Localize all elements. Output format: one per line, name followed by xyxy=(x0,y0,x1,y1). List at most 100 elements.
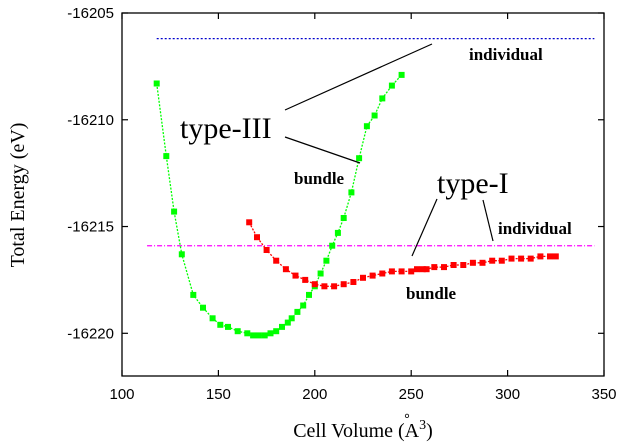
y-axis-ticks: -16205 -16210 -16215 -16220 xyxy=(67,5,604,342)
x-tick-label: 100 xyxy=(109,386,134,403)
series-1-point xyxy=(398,71,405,78)
series-2-point xyxy=(552,253,559,260)
label-type3-bundle: bundle xyxy=(294,169,345,188)
series-2-point xyxy=(441,264,447,271)
series-1-point xyxy=(244,330,251,337)
x-axis-title: Cell Volume (A3) xyxy=(293,418,433,442)
x-tick-label: 250 xyxy=(399,386,424,403)
series-2-point xyxy=(518,255,525,262)
series-1-point xyxy=(267,330,274,337)
reference-lines xyxy=(147,38,595,247)
series-2-point xyxy=(450,262,457,268)
series-2-point xyxy=(479,259,486,266)
x-tick-label: 300 xyxy=(495,386,520,403)
series-1-point xyxy=(334,229,341,236)
series-2-point xyxy=(547,253,553,260)
series-1-point xyxy=(379,95,386,102)
label-type1: type-I xyxy=(437,167,509,200)
y-tick-label: -16205 xyxy=(67,5,114,22)
series-2-point xyxy=(360,274,366,281)
series-2-point xyxy=(263,247,270,253)
series-2-point xyxy=(282,266,289,273)
series-2-point xyxy=(369,272,376,279)
series-2-point xyxy=(340,281,347,288)
series-1-point xyxy=(284,319,291,326)
series-2-point xyxy=(431,264,438,271)
x-axis-title-unit: A xyxy=(405,420,420,442)
series-2-point xyxy=(508,255,515,262)
series-2-point xyxy=(537,253,544,260)
x-axis-ticks: 100 150 200 250 300 350 xyxy=(109,13,617,403)
x-axis-title-ring: ° xyxy=(404,411,410,428)
x-tick-label: 350 xyxy=(591,386,616,403)
x-tick-label: 150 xyxy=(206,386,231,403)
series-2-point xyxy=(246,219,253,226)
series-1-point xyxy=(171,208,178,215)
series-2-point xyxy=(311,281,318,288)
series-2-point xyxy=(350,279,357,285)
leader-type1-individual xyxy=(482,199,494,242)
series-1-point xyxy=(340,215,347,221)
series-2-point xyxy=(414,266,420,273)
series-1-point xyxy=(356,155,363,162)
series-2-point xyxy=(469,259,476,266)
series-1-point xyxy=(273,328,280,335)
label-type1-bundle: bundle xyxy=(406,284,457,303)
y-tick-label: -16220 xyxy=(67,325,114,342)
label-type3-individual: individual xyxy=(469,45,543,64)
series-1-point xyxy=(225,323,231,330)
series-1-point xyxy=(178,251,185,258)
series-1-point xyxy=(294,308,301,315)
y-axis-title: Total Energy (eV) xyxy=(7,123,29,268)
series-2-point xyxy=(302,276,309,283)
x-axis-title-close: ) xyxy=(426,420,433,442)
series-1-point xyxy=(279,323,285,330)
series-1-point xyxy=(306,291,312,298)
leader-type3-bundle xyxy=(284,136,361,164)
series-1-point xyxy=(250,332,257,339)
series-2-point xyxy=(388,268,395,275)
series-2-point xyxy=(379,270,386,277)
series-1-point xyxy=(255,332,262,339)
series-2-line xyxy=(248,221,556,287)
series-2-point xyxy=(498,257,505,264)
series-1-point xyxy=(300,302,307,309)
series-1-point xyxy=(371,112,378,119)
series-2-point xyxy=(398,268,405,275)
series-2-point xyxy=(419,266,426,273)
series-1-point xyxy=(329,242,336,249)
series-1-point xyxy=(200,304,206,311)
series-2-point xyxy=(489,257,496,264)
label-type3: type-III xyxy=(180,112,272,145)
series-1-point xyxy=(209,315,216,322)
label-type1-individual: individual xyxy=(498,219,572,238)
series-2-point xyxy=(527,255,534,262)
series-1-point xyxy=(217,321,224,328)
series-1-point xyxy=(190,291,197,298)
leader-type3-individual xyxy=(284,43,433,111)
plot-frame xyxy=(121,12,605,377)
series-1-point xyxy=(261,332,268,339)
series-1-point xyxy=(388,82,395,89)
series-1-point xyxy=(363,123,370,130)
leader-type1-bundle xyxy=(411,198,438,257)
series-layer xyxy=(153,71,559,339)
series-2-point xyxy=(273,257,280,264)
x-tick-label: 200 xyxy=(302,386,327,403)
series-1-point xyxy=(163,153,170,160)
series-1-point xyxy=(288,315,295,322)
x-axis-title-text: Cell Volume ( xyxy=(293,420,405,442)
series-2-point xyxy=(321,283,328,290)
series-2-point xyxy=(254,234,260,241)
series-2-point xyxy=(331,283,338,290)
series-2-point xyxy=(460,262,467,268)
series-2-point xyxy=(408,268,415,275)
series-1-point xyxy=(348,189,355,196)
y-tick-label: -16210 xyxy=(67,112,114,129)
series-1-point xyxy=(317,270,324,277)
series-2-point xyxy=(292,272,299,279)
series-1-point xyxy=(234,328,241,335)
x-axis-title-sup: 3 xyxy=(419,418,426,433)
y-tick-label: -16215 xyxy=(67,219,114,236)
